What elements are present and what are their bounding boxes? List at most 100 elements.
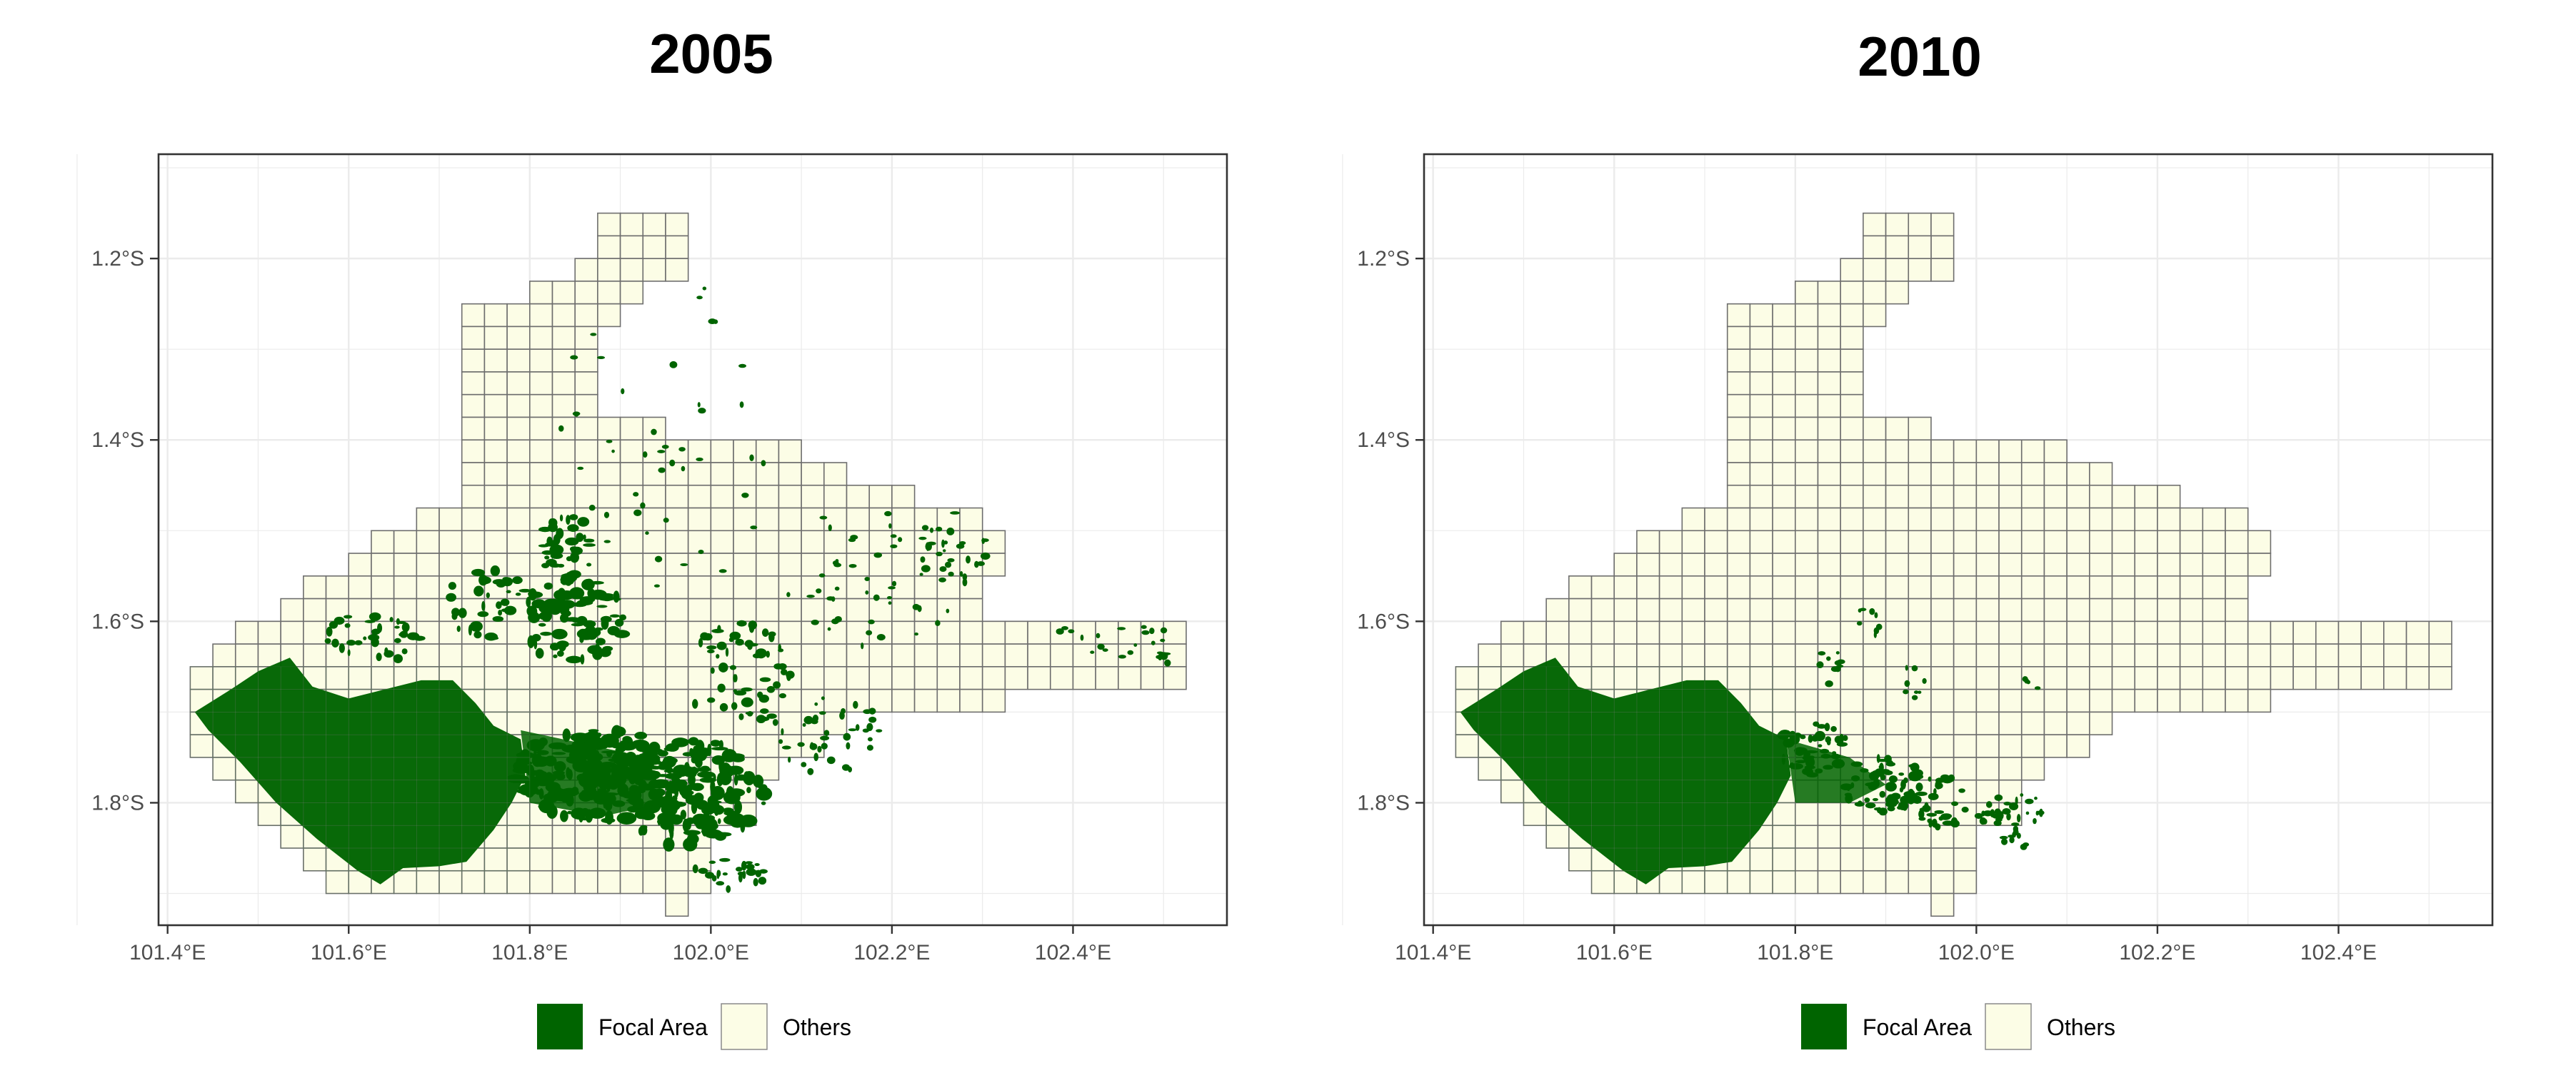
others-cell (1772, 847, 1796, 872)
others-cell (1930, 847, 1955, 872)
focal-patch (528, 591, 543, 598)
focal-patch (500, 598, 510, 606)
cell-border (258, 734, 281, 758)
others-cell (1140, 666, 1165, 690)
cell-border (1659, 712, 1683, 735)
focal-patch (756, 787, 773, 801)
others-cell (483, 348, 508, 373)
cell-border (280, 734, 304, 758)
focal-patch (1903, 689, 1909, 695)
focal-patch (741, 687, 753, 692)
focal-patch (723, 815, 741, 825)
focal-patch (710, 667, 715, 674)
focal-patch (936, 551, 943, 557)
cell-border (1772, 712, 1796, 735)
cell-border (348, 802, 372, 826)
others-cell (506, 507, 531, 532)
focal-patch (780, 668, 788, 675)
cell-border (506, 780, 531, 803)
others-cell (574, 303, 598, 328)
focal-patch (389, 617, 394, 623)
others-cell (2225, 598, 2249, 623)
focal-patch (1127, 650, 1134, 655)
focal-patch (1928, 776, 1932, 782)
others-cell (1863, 643, 1887, 668)
others-cell (1704, 598, 1728, 623)
focal-patch (835, 559, 839, 563)
focal-patch (711, 628, 724, 633)
cell-border (212, 689, 236, 712)
others-cell (2202, 553, 2226, 577)
cell-border (1704, 757, 1728, 781)
focal-patch (1061, 626, 1068, 630)
others-cell (801, 553, 825, 577)
others-cell (2043, 439, 2068, 463)
others-cell (1840, 847, 1864, 872)
others-cell (1636, 598, 1660, 623)
others-cell (755, 598, 780, 623)
others-cell (778, 530, 802, 554)
focal-patch (766, 650, 771, 658)
others-cell (619, 575, 644, 600)
others-cell (1930, 575, 1955, 600)
others-cell (597, 825, 621, 849)
focal-patch (515, 593, 521, 596)
others-cell (665, 711, 689, 735)
others-cell (574, 484, 598, 509)
focal-patch (918, 536, 927, 540)
others-cell (2089, 711, 2113, 735)
others-cell (710, 462, 734, 486)
others-cell (461, 507, 486, 532)
others-cell (1885, 598, 1910, 623)
cell-border (416, 734, 440, 758)
others-cell (1072, 620, 1096, 645)
focal-patch (691, 782, 704, 792)
others-cell (1840, 553, 1864, 577)
others-cell (416, 553, 440, 577)
focal-patch (1983, 810, 1993, 817)
focal-patch (1814, 722, 1819, 727)
others-cell (2247, 666, 2272, 690)
focal-patch (2009, 836, 2015, 844)
cell-border (371, 712, 395, 735)
focal-patch (538, 623, 546, 627)
others-cell (393, 553, 418, 577)
focal-patch (531, 599, 546, 609)
others-cell (2202, 643, 2226, 668)
others-cell (2089, 575, 2113, 600)
focal-patch (577, 466, 584, 470)
others-cell (2066, 666, 2090, 690)
focal-patch (1951, 801, 1959, 806)
cell-border (326, 825, 349, 849)
others-cell (846, 666, 871, 690)
others-cell (528, 462, 553, 486)
others-cell (801, 530, 825, 554)
others-cell (959, 666, 983, 690)
others-cell (1772, 416, 1796, 441)
others-cell (2157, 688, 2181, 713)
others-cell (1726, 326, 1751, 350)
cell-border (1591, 847, 1615, 872)
others-cell (506, 802, 531, 827)
focal-patch (1869, 608, 1875, 615)
focal-patch (633, 509, 642, 517)
cell-border (394, 757, 417, 781)
others-cell (2225, 643, 2249, 668)
others-cell (1953, 484, 1978, 509)
others-cell (461, 326, 486, 350)
others-cell (2383, 643, 2407, 668)
focal-patch (761, 801, 766, 805)
focal-patch (560, 613, 569, 623)
focal-patch (2011, 822, 2020, 826)
others-cell (619, 212, 644, 237)
others-cell (1885, 620, 1910, 645)
focal-patch (738, 363, 747, 368)
focal-patch (1096, 633, 1101, 639)
others-cell (1817, 416, 1841, 441)
others-cell (868, 643, 893, 668)
cell-border (1500, 780, 1524, 803)
focal-patch (640, 825, 648, 830)
cell-border (1659, 666, 1683, 690)
focal-patch (773, 681, 781, 689)
focal-patch (577, 517, 590, 527)
